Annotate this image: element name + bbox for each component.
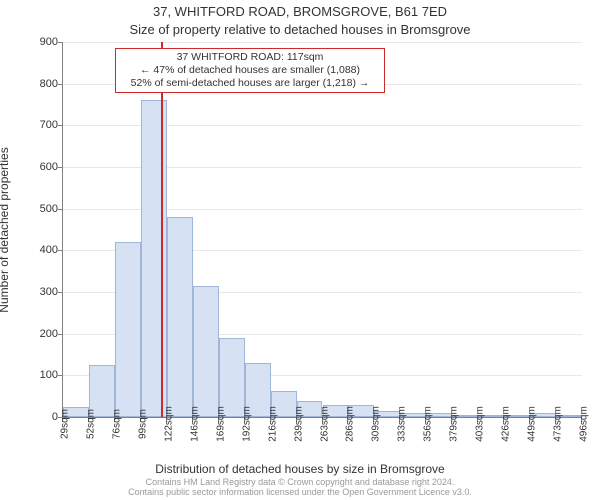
footer-line-2: Contains public sector information licen… bbox=[0, 488, 600, 498]
y-tick-label: 300 bbox=[8, 286, 58, 298]
y-tick-label: 100 bbox=[8, 369, 58, 381]
y-tick-mark bbox=[58, 292, 62, 293]
plot-area bbox=[62, 42, 582, 418]
x-tick-label: 496sqm bbox=[579, 406, 590, 442]
chart-subtitle: Size of property relative to detached ho… bbox=[0, 22, 600, 37]
x-tick-label: 76sqm bbox=[111, 409, 122, 439]
y-tick-label: 900 bbox=[8, 36, 58, 48]
annotation-line: 52% of semi-detached houses are larger (… bbox=[122, 77, 378, 90]
x-tick-label: 239sqm bbox=[293, 406, 304, 442]
y-tick-label: 0 bbox=[8, 411, 58, 423]
y-tick-mark bbox=[58, 84, 62, 85]
attribution-footer: Contains HM Land Registry data © Crown c… bbox=[0, 478, 600, 498]
annotation-box: 37 WHITFORD ROAD: 117sqm← 47% of detache… bbox=[115, 48, 385, 93]
x-tick-label: 122sqm bbox=[163, 406, 174, 442]
x-tick-label: 426sqm bbox=[501, 406, 512, 442]
x-tick-label: 52sqm bbox=[85, 409, 96, 439]
y-tick-mark bbox=[58, 375, 62, 376]
histogram-bar bbox=[219, 338, 245, 417]
y-tick-mark bbox=[58, 209, 62, 210]
gridline bbox=[63, 42, 582, 43]
y-tick-label: 400 bbox=[8, 244, 58, 256]
y-tick-label: 800 bbox=[8, 78, 58, 90]
x-tick-label: 473sqm bbox=[553, 406, 564, 442]
x-tick-label: 379sqm bbox=[449, 406, 460, 442]
x-tick-label: 286sqm bbox=[345, 406, 356, 442]
y-tick-label: 500 bbox=[8, 203, 58, 215]
annotation-line: 37 WHITFORD ROAD: 117sqm bbox=[122, 51, 378, 64]
y-tick-mark bbox=[58, 42, 62, 43]
x-tick-label: 263sqm bbox=[319, 406, 330, 442]
x-axis-label: Distribution of detached houses by size … bbox=[0, 462, 600, 476]
x-tick-label: 449sqm bbox=[527, 406, 538, 442]
y-tick-label: 200 bbox=[8, 328, 58, 340]
y-tick-label: 600 bbox=[8, 161, 58, 173]
x-tick-label: 29sqm bbox=[60, 409, 71, 439]
x-tick-label: 309sqm bbox=[371, 406, 382, 442]
histogram-bar bbox=[167, 217, 193, 417]
y-tick-label: 700 bbox=[8, 119, 58, 131]
reference-line bbox=[161, 42, 163, 417]
y-tick-mark bbox=[58, 167, 62, 168]
y-tick-mark bbox=[58, 250, 62, 251]
y-tick-mark bbox=[58, 334, 62, 335]
x-tick-label: 403sqm bbox=[475, 406, 486, 442]
x-tick-label: 99sqm bbox=[137, 409, 148, 439]
x-tick-label: 192sqm bbox=[241, 406, 252, 442]
annotation-line: ← 47% of detached houses are smaller (1,… bbox=[122, 64, 378, 77]
histogram-bar bbox=[115, 242, 141, 417]
x-tick-label: 356sqm bbox=[423, 406, 434, 442]
chart-title: 37, WHITFORD ROAD, BROMSGROVE, B61 7ED bbox=[0, 4, 600, 19]
x-tick-label: 216sqm bbox=[267, 406, 278, 442]
x-tick-label: 146sqm bbox=[189, 406, 200, 442]
histogram-bar bbox=[141, 100, 167, 417]
x-tick-label: 169sqm bbox=[215, 406, 226, 442]
y-tick-mark bbox=[58, 125, 62, 126]
chart-container: 37, WHITFORD ROAD, BROMSGROVE, B61 7ED S… bbox=[0, 0, 600, 500]
x-tick-label: 333sqm bbox=[397, 406, 408, 442]
histogram-bar bbox=[193, 286, 219, 417]
